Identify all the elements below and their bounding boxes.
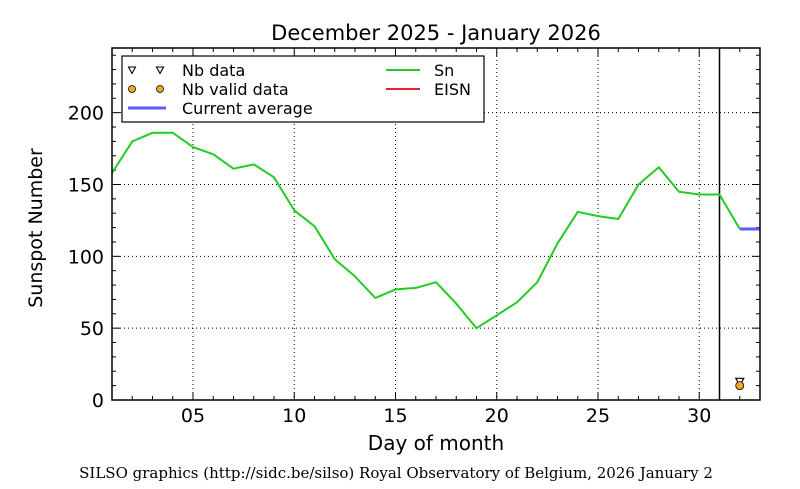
sn-series-line: [111, 131, 741, 330]
legend-circle-icon: [156, 85, 164, 93]
legend-circle-icon: [128, 85, 136, 93]
plot-frame: [111, 47, 761, 401]
y-tick-label: 150: [68, 174, 104, 196]
legend-label: Current average: [182, 99, 313, 118]
x-tick-label: 25: [586, 405, 610, 427]
y-tick-label: 0: [92, 390, 104, 412]
legend-label: Nb valid data: [182, 80, 289, 99]
x-axis-label: Day of month: [368, 431, 504, 455]
legend-triangle-icon: [155, 66, 165, 75]
x-tick-label: 05: [181, 405, 205, 427]
x-tick-label: 10: [282, 405, 306, 427]
legend-label: Sn: [434, 61, 454, 80]
y-tick-label: 50: [80, 318, 104, 340]
y-tick-label: 100: [68, 246, 104, 268]
nb-valid-data-marker: [735, 381, 745, 391]
x-tick-label: 20: [485, 405, 509, 427]
y-axis-label: Sunspot Number: [25, 148, 47, 308]
x-tick-label: 30: [687, 405, 711, 427]
legend-label: EISN: [434, 80, 471, 99]
chart-title: December 2025 - January 2026: [271, 21, 601, 45]
legend-label: Nb data: [182, 61, 245, 80]
y-tick-label: 200: [68, 103, 104, 125]
legend-triangle-icon: [127, 66, 137, 75]
x-tick-label: 15: [383, 405, 407, 427]
credit-text: SILSO graphics (http://sidc.be/silso) Ro…: [79, 464, 713, 482]
legend-box: [121, 55, 485, 123]
